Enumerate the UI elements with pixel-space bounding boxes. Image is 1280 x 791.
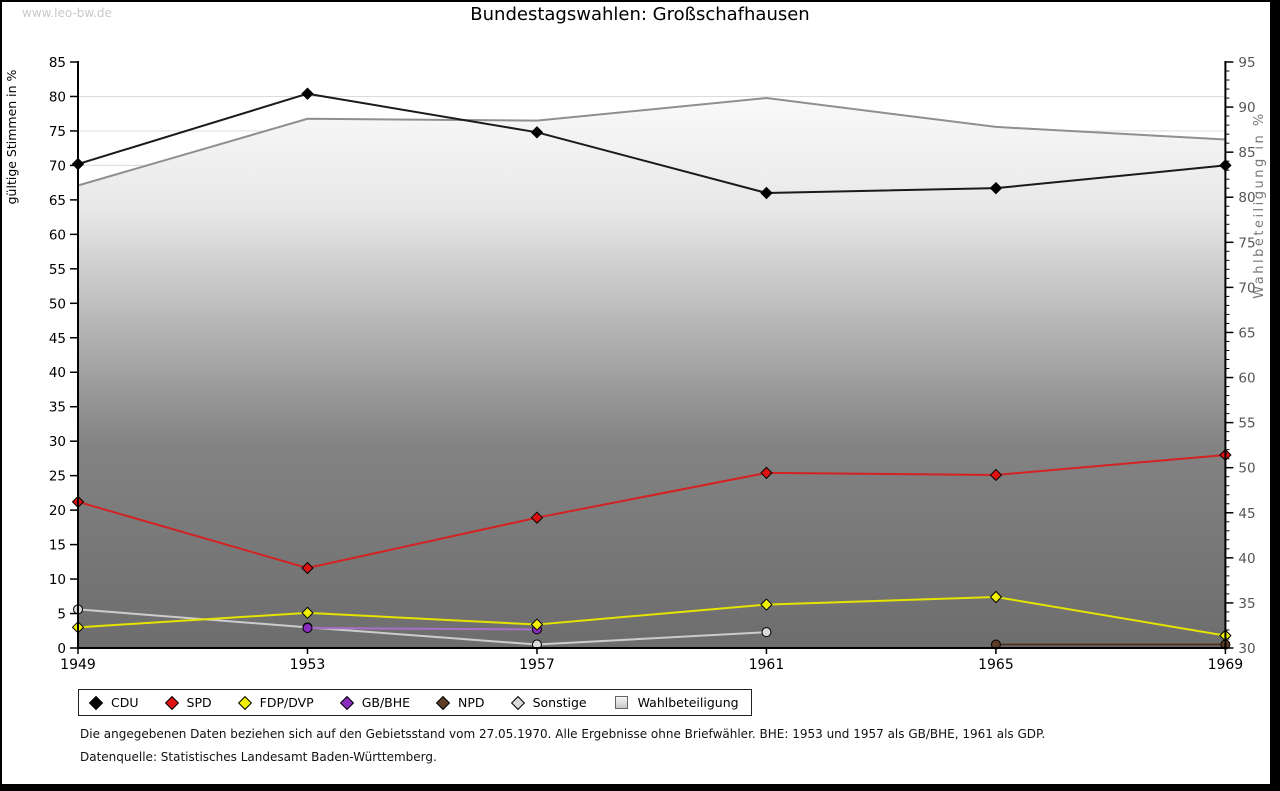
chart-canvas: 0 5 10 15 20 25 30 35 40 45 50 55 60 65 70 75 80 85 30 35 40…	[4, 55, 1267, 673]
left-tick-label-65: 65	[49, 193, 66, 209]
x-tick-label-1965: 1965	[978, 657, 1014, 673]
legend-item-cdu[interactable]: CDU	[88, 695, 139, 710]
left-tick-label-0: 0	[57, 641, 66, 657]
legend-item-spd[interactable]: SPD	[164, 695, 212, 710]
data-point-fdp-dvp-1957	[530, 618, 544, 631]
left-tick-label-55: 55	[49, 262, 66, 278]
right-tick-label-45: 45	[1238, 506, 1255, 522]
left-tick-label-45: 45	[49, 331, 66, 347]
right-tick-label-60: 60	[1238, 371, 1255, 387]
data-point-cdu-1957	[530, 126, 544, 139]
right-tick-label-95: 95	[1238, 55, 1255, 71]
series-wahlbeteiligung	[77, 97, 1226, 649]
legend-item-gb-bhe[interactable]: GB/BHE	[339, 695, 411, 710]
legend-diamond-icon-sonstige	[510, 695, 525, 710]
legend-diamond-icon-spd	[164, 695, 179, 710]
legend-diamond-icon-fdp-dvp	[237, 695, 252, 710]
left-tick-label-75: 75	[49, 124, 66, 140]
chart-title: Bundestagswahlen: Großschafhausen	[470, 4, 810, 25]
data-point-spd-1953	[301, 561, 314, 575]
left-tick-label-40: 40	[49, 365, 66, 381]
x-axis-ticks: 1949 1953 1957 1961 1965 1969	[60, 648, 1243, 673]
x-tick-label-1969: 1969	[1208, 657, 1244, 673]
data-point-spd-1957	[530, 511, 544, 524]
line-fdp-dvp	[77, 595, 1226, 637]
right-tick-label-75: 75	[1238, 235, 1255, 251]
area-line-wahlbeteiligung	[77, 97, 1226, 187]
left-tick-label-85: 85	[49, 55, 66, 71]
right-tick-label-70: 70	[1238, 280, 1255, 296]
right-tick-label-80: 80	[1238, 190, 1255, 206]
legend-label-gb-bhe: GB/BHE	[361, 695, 411, 710]
left-tick-label-80: 80	[49, 89, 66, 105]
right-tick-label-40: 40	[1238, 551, 1255, 567]
left-axis-title: gültige Stimmen in %	[4, 69, 19, 204]
legend-label-wahlbeteiligung: Wahlbeteiligung	[637, 695, 739, 710]
legend-diamond-icon-gb-bhe	[339, 695, 354, 710]
chart-legend: CDU SPD FDP/DVP GB/BHE NPD Sonstige Wahlbeteil…	[78, 689, 752, 716]
legend-diamond-icon-cdu	[88, 695, 104, 710]
data-point-spd-1965	[989, 468, 1003, 482]
legend-item-npd[interactable]: NPD	[435, 695, 485, 710]
right-tick-label-55: 55	[1238, 416, 1255, 432]
line-gb-bhe	[307, 627, 537, 631]
series-cdu	[71, 87, 1232, 200]
legend-label-sonstige: Sonstige	[532, 695, 587, 710]
legend-label-cdu: CDU	[111, 695, 139, 710]
data-point-cdu-1961	[760, 186, 773, 200]
legend-diamond-icon-npd	[435, 695, 451, 710]
data-point-sonstige-1961	[761, 627, 772, 638]
line-spd	[77, 453, 1226, 570]
line-cdu	[77, 92, 1226, 194]
x-tick-label-1961: 1961	[749, 657, 785, 673]
legend-square-icon-wahlbeteiligung	[614, 696, 628, 709]
right-tick-label-30: 30	[1238, 641, 1255, 657]
right-axis-title: Wahlbeteiligung in %	[1252, 111, 1267, 298]
x-tick-label-1953: 1953	[290, 657, 326, 673]
line-sonstige	[77, 608, 767, 646]
legend-item-fdp-dvp[interactable]: FDP/DVP	[237, 695, 314, 710]
x-tick-label-1949: 1949	[60, 657, 96, 673]
left-tick-label-20: 20	[49, 503, 66, 519]
axes	[77, 61, 1227, 649]
right-tick-label-90: 90	[1238, 100, 1255, 116]
left-tick-label-10: 10	[49, 572, 66, 588]
legend-label-spd: SPD	[186, 695, 212, 710]
data-point-fdp-dvp-1961	[760, 598, 773, 611]
x-tick-label-1957: 1957	[519, 657, 555, 673]
legend-item-wahlbeteiligung[interactable]: Wahlbeteiligung	[614, 695, 739, 710]
watermark: www.leo-bw.de	[22, 6, 112, 20]
data-point-fdp-dvp-1953	[301, 606, 314, 620]
data-point-spd-1961	[760, 466, 773, 480]
right-tick-label-50: 50	[1238, 461, 1255, 477]
legend-label-fdp-dvp: FDP/DVP	[259, 695, 314, 710]
data-point-cdu-1953	[301, 87, 314, 100]
left-tick-label-15: 15	[49, 538, 66, 554]
right-tick-label-85: 85	[1238, 145, 1255, 161]
right-axis-ticks: 30 35 40 45 50 55 60 65 70 75 80 85 90 95	[1225, 55, 1256, 657]
left-tick-label-35: 35	[49, 400, 66, 416]
left-tick-label-70: 70	[49, 158, 66, 174]
footnote-gebietsstand: Die angegebenen Daten beziehen sich auf …	[80, 727, 1046, 741]
left-tick-label-60: 60	[49, 227, 66, 243]
data-point-gb-bhe-1953	[302, 623, 313, 634]
legend-item-sonstige[interactable]: Sonstige	[510, 695, 587, 710]
left-tick-label-30: 30	[49, 434, 66, 450]
left-tick-label-25: 25	[49, 469, 66, 485]
area-fill-wahlbeteiligung	[78, 98, 1226, 649]
right-tick-label-35: 35	[1238, 596, 1255, 612]
legend-label-npd: NPD	[458, 695, 485, 710]
footnote-datenquelle: Datenquelle: Statistisches Landesamt Bad…	[80, 750, 437, 764]
right-tick-label-65: 65	[1238, 325, 1255, 341]
left-tick-label-5: 5	[57, 607, 66, 623]
data-point-cdu-1965	[989, 181, 1003, 195]
data-point-fdp-dvp-1965	[989, 590, 1003, 604]
left-axis-ticks: 0 5 10 15 20 25 30 35 40 45 50 55 60 65 70 75 80 85	[49, 55, 78, 657]
left-tick-label-50: 50	[49, 296, 66, 312]
